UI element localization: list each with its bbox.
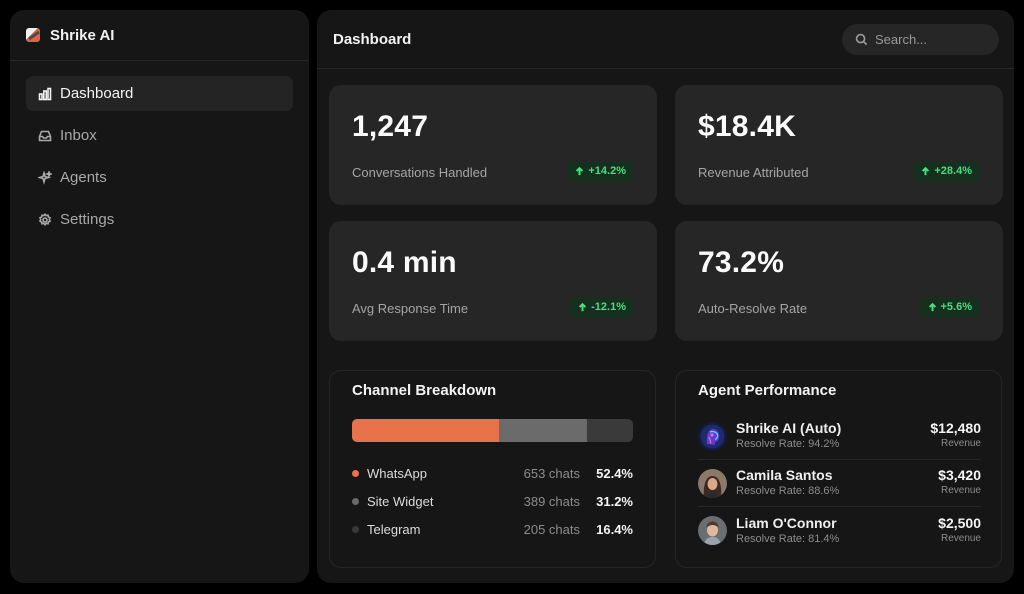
agent-info: Liam O'Connor Resolve Rate: 81.4% <box>736 515 938 547</box>
kpi-value: $18.4K <box>698 110 796 143</box>
agent-resolve-rate: Resolve Rate: 81.4% <box>736 532 840 545</box>
kpi-value: 73.2% <box>698 246 785 279</box>
agent-revenue-amount: $2,500 <box>938 514 981 531</box>
agent-performance-panel: Agent Performance Shrike AI (Auto) Resol… <box>675 370 1002 568</box>
stacked-bar-segment-telegram <box>586 419 633 442</box>
brand-name: Shrike AI <box>50 26 115 44</box>
channel-list: WhatsApp 653 chats 52.4% Site Widget 389… <box>352 459 633 543</box>
kpi-delta-badge: -12.1% <box>570 297 634 317</box>
agent-list: Shrike AI (Auto) Resolve Rate: 94.2% $12… <box>698 413 981 554</box>
panel-title: Channel Breakdown <box>352 382 497 399</box>
kpi-delta-badge: +28.4% <box>913 161 980 181</box>
agent-revenue-amount: $3,420 <box>938 467 981 483</box>
kpi-value: 0.4 min <box>352 246 457 279</box>
legend-dot <box>352 525 359 533</box>
main-panel: Dashboard 1,247 Conversations Handled +1… <box>317 10 1014 583</box>
page-title: Dashboard <box>333 30 412 48</box>
agent-revenue: $3,420 Revenue <box>938 467 981 499</box>
legend-dot <box>352 497 359 505</box>
sidebar: Shrike AI Dashboard Inbox Agents Setting… <box>10 10 309 583</box>
search-input[interactable] <box>875 31 985 47</box>
channel-percent: 52.4% <box>596 465 633 481</box>
brand[interactable]: Shrike AI <box>10 10 309 61</box>
kpi-delta-badge: +5.6% <box>919 297 980 317</box>
sidebar-item-label: Inbox <box>60 127 97 144</box>
kpi-delta-text: -12.1% <box>591 301 626 313</box>
kpi-label: Conversations Handled <box>352 165 488 180</box>
arrow-up-icon <box>576 166 584 175</box>
agent-revenue: $12,480 Revenue <box>930 420 981 452</box>
agent-revenue-label: Revenue <box>940 532 981 544</box>
search-icon <box>855 33 868 45</box>
channel-chats: 205 chats <box>523 521 580 537</box>
arrow-up-icon <box>579 302 587 311</box>
agent-name: Camila Santos <box>736 467 833 483</box>
agent-revenue-amount: $12,480 <box>930 420 981 436</box>
channel-chats: 653 chats <box>523 465 580 481</box>
agent-row[interactable]: Camila Santos Resolve Rate: 88.6% $3,420… <box>698 460 981 507</box>
agent-info: Shrike AI (Auto) Resolve Rate: 94.2% <box>736 420 930 452</box>
kpi-delta-text: +5.6% <box>940 301 973 313</box>
agent-resolve-rate: Resolve Rate: 88.6% <box>736 485 840 497</box>
shrike-logo-icon <box>26 28 40 42</box>
kpi-card-conversations: 1,247 Conversations Handled +14.2% <box>329 85 657 205</box>
kpi-card-auto-resolve: 73.2% Auto-Resolve Rate +5.6% <box>675 221 1003 341</box>
channel-breakdown-panel: Channel Breakdown WhatsApp 653 chats 52.… <box>329 370 656 568</box>
agent-name: Shrike AI (Auto) <box>736 420 842 436</box>
channel-chats: 389 chats <box>523 493 580 509</box>
arrow-up-icon <box>922 166 930 175</box>
channel-name: Site Widget <box>367 493 434 509</box>
channel-row-site-widget: Site Widget 389 chats 31.2% <box>352 487 633 515</box>
sparkles-icon <box>38 170 52 185</box>
agent-revenue-label: Revenue <box>940 438 981 449</box>
agent-info: Camila Santos Resolve Rate: 88.6% <box>736 467 938 499</box>
channel-percent: 31.2% <box>596 493 633 509</box>
man-avatar <box>698 516 727 545</box>
sidebar-item-label: Dashboard <box>60 85 134 102</box>
topbar: Dashboard <box>317 10 1014 69</box>
kpi-label: Auto-Resolve Rate <box>698 301 808 316</box>
sidebar-item-inbox[interactable]: Inbox <box>26 118 293 153</box>
agent-revenue: $2,500 Revenue <box>938 515 981 547</box>
legend-dot <box>352 469 359 477</box>
sidebar-item-dashboard[interactable]: Dashboard <box>26 76 293 111</box>
channel-name: Telegram <box>367 521 421 537</box>
channel-percent: 16.4% <box>596 521 633 537</box>
kpi-value: 1,247 <box>352 110 429 143</box>
sidebar-item-label: Settings <box>60 211 115 228</box>
search-box[interactable] <box>842 23 999 55</box>
sidebar-item-label: Agents <box>60 169 107 186</box>
sidebar-item-agents[interactable]: Agents <box>26 160 293 195</box>
agent-name: Liam O'Connor <box>736 514 837 531</box>
kpi-delta-badge: +14.2% <box>567 161 634 181</box>
stacked-bar-segment-whatsapp <box>352 419 500 442</box>
ai-head-avatar <box>698 421 727 451</box>
arrow-up-icon <box>928 302 936 311</box>
agent-revenue-label: Revenue <box>940 485 981 496</box>
bar-chart-icon <box>38 87 52 101</box>
kpi-label: Revenue Attributed <box>698 165 809 180</box>
channel-row-whatsapp: WhatsApp 653 chats 52.4% <box>352 459 633 487</box>
kpi-card-revenue: $18.4K Revenue Attributed +28.4% <box>675 85 1003 205</box>
woman-avatar <box>698 468 727 498</box>
kpi-card-response-time: 0.4 min Avg Response Time -12.1% <box>329 221 657 341</box>
agent-row[interactable]: Shrike AI (Auto) Resolve Rate: 94.2% $12… <box>698 413 981 460</box>
channel-stacked-bar <box>352 419 633 442</box>
gear-icon <box>38 212 52 227</box>
channel-name: WhatsApp <box>367 465 427 481</box>
channel-row-telegram: Telegram 205 chats 16.4% <box>352 515 633 543</box>
agent-resolve-rate: Resolve Rate: 94.2% <box>736 438 840 450</box>
kpi-label: Avg Response Time <box>352 301 469 316</box>
panel-title: Agent Performance <box>698 382 837 399</box>
stacked-bar-segment-site-widget <box>499 419 587 442</box>
kpi-delta-text: +14.2% <box>588 165 626 177</box>
sidebar-nav: Dashboard Inbox Agents Settings <box>10 61 309 259</box>
inbox-icon <box>38 129 52 143</box>
kpi-delta-text: +28.4% <box>934 165 972 177</box>
sidebar-item-settings[interactable]: Settings <box>26 202 293 237</box>
agent-row[interactable]: Liam O'Connor Resolve Rate: 81.4% $2,500… <box>698 507 981 554</box>
